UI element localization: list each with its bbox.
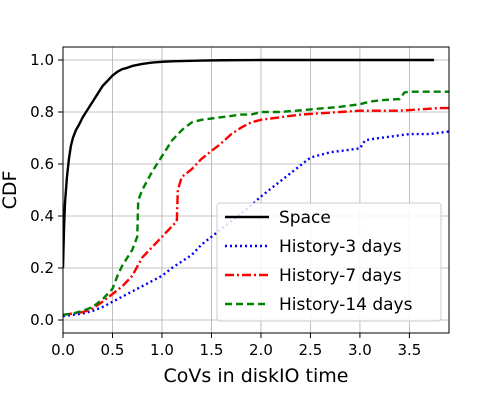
x-axis-label: CoVs in diskIO time — [164, 365, 349, 387]
y-tick-label: 1.0 — [30, 51, 54, 69]
legend-label: History-3 days — [279, 237, 402, 257]
y-tick-label: 0.6 — [30, 155, 54, 173]
legend-label: History-7 days — [279, 266, 402, 286]
y-tick-label: 0.0 — [30, 311, 54, 329]
x-tick-label: 0.0 — [51, 341, 75, 359]
x-tick-label: 1.5 — [200, 341, 224, 359]
x-tick-label: 2.5 — [299, 341, 323, 359]
y-axis-label: CDF — [0, 171, 21, 210]
x-tick-label: 0.5 — [101, 341, 125, 359]
x-tick-label: 3.0 — [348, 341, 372, 359]
y-tick-label: 0.4 — [30, 207, 54, 225]
legend-label: History-14 days — [279, 295, 413, 315]
y-tick-label: 0.8 — [30, 103, 54, 121]
x-tick-label: 2.0 — [249, 341, 273, 359]
legend-label: Space — [279, 208, 331, 228]
legend: Space History-3 days History-7 days History… — [217, 203, 441, 321]
x-tick-label: 3.5 — [397, 341, 421, 359]
y-tick-label: 0.2 — [30, 259, 54, 277]
x-tick-label: 1.0 — [150, 341, 174, 359]
